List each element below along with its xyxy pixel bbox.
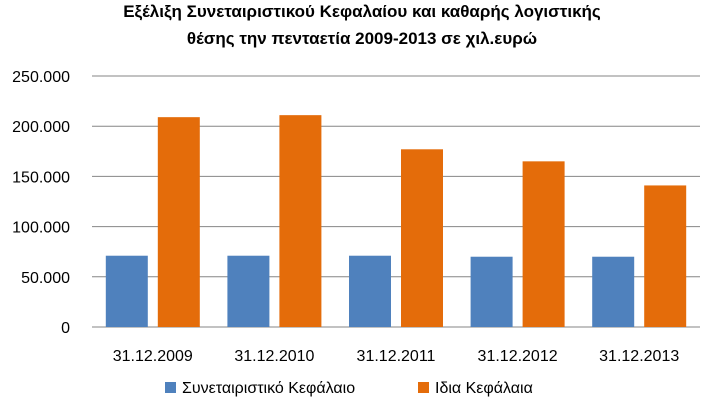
x-tick-label: 31.12.2011 [357, 348, 436, 365]
bar-equity-1 [279, 115, 322, 327]
bar-cooperative-capital-3 [470, 256, 513, 327]
bar-cooperative-capital-4 [592, 256, 635, 327]
legend: Συνεταιριστικό Κεφάλαιο Ιδια Κεφάλαια [165, 380, 533, 397]
bars [105, 115, 687, 327]
x-tick-label: 31.12.2013 [599, 348, 679, 365]
bar-equity-2 [401, 149, 443, 327]
x-tick-label: 31.12.2009 [113, 348, 193, 365]
bar-equity-0 [157, 117, 200, 327]
legend-label: Συνεταιριστικό Κεφάλαιο [182, 380, 355, 397]
legend-swatch [418, 382, 429, 393]
chart-title-line-1: Εξέλιξη Συνεταιριστικού Κεφαλαίου και κα… [123, 2, 601, 21]
bar-equity-3 [522, 161, 565, 327]
y-tick-label: 100.000 [12, 220, 70, 237]
legend-swatch [165, 382, 176, 393]
y-tick-label: 150.000 [12, 169, 70, 186]
bar-cooperative-capital-2 [349, 255, 391, 327]
bar-equity-4 [644, 185, 687, 327]
x-tick-label: 31.12.2010 [234, 348, 314, 365]
x-tick-label: 31.12.2012 [478, 348, 558, 365]
y-tick-label: 50.000 [21, 270, 70, 287]
chart-title-line-2: θέσης την πενταετία 2009-2013 σε χιλ.ευρ… [187, 29, 537, 48]
y-axis-tick-labels: 0 50.000 100.000 150.000 200.000 250.000 [12, 69, 70, 337]
x-axis-tick-labels: 31.12.2009 31.12.2010 31.12.2011 31.12.2012… [113, 348, 680, 365]
y-tick-label: 200.000 [12, 119, 70, 136]
y-tick-label: 250.000 [12, 69, 70, 86]
y-tick-label: 0 [61, 320, 70, 337]
bar-cooperative-capital-0 [105, 255, 148, 327]
legend-label: Ιδια Κεφάλαια [435, 380, 533, 397]
bar-cooperative-capital-1 [227, 255, 270, 327]
